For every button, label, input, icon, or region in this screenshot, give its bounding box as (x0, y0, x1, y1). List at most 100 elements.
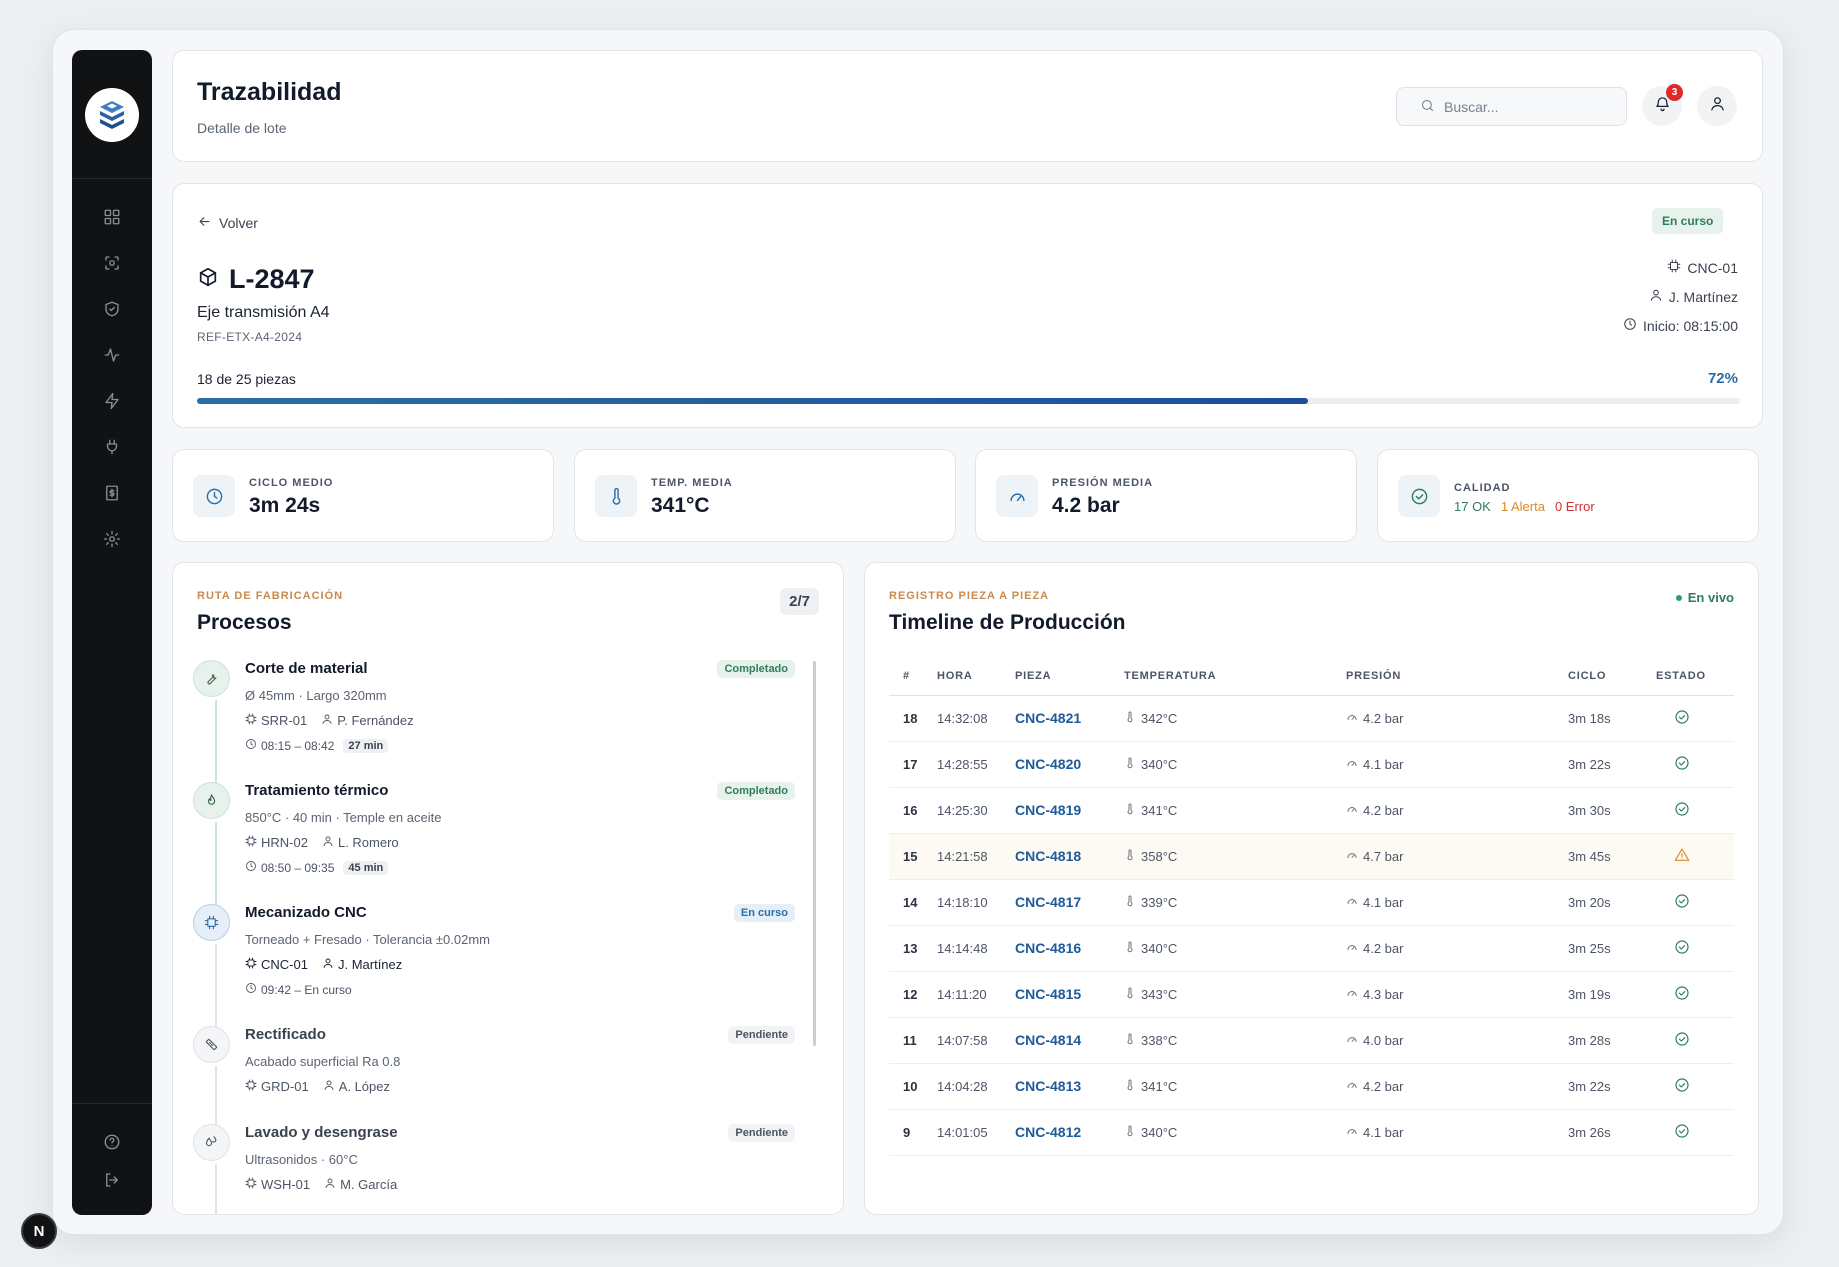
gear-icon[interactable] (98, 525, 126, 553)
process-name: Lavado y desengrase (245, 1124, 398, 1141)
table-row[interactable]: 11 14:07:58 CNC-4814 338°C 4.0 bar 3m 28s (889, 1017, 1734, 1064)
quality-summary: 17 OK 1 Alerta 0 Error (1454, 499, 1595, 514)
row-number: 10 (889, 1063, 937, 1110)
process-connector (215, 944, 217, 1032)
row-piece-link[interactable]: CNC-4821 (1015, 695, 1124, 742)
table-row[interactable]: 17 14:28:55 CNC-4820 340°C 4.1 bar 3m 22s (889, 741, 1734, 788)
column-header: CICLO (1568, 657, 1656, 696)
process-item[interactable]: Rectificado Pendiente Acabado superficia… (193, 1026, 819, 1116)
progress-percent: 72% (1707, 370, 1738, 387)
check-circle-icon (1674, 893, 1690, 912)
row-time: 14:01:05 (937, 1109, 1015, 1156)
process-item[interactable]: Mecanizado CNC En curso Torneado + Fresa… (193, 904, 819, 1014)
check-circle-icon (1674, 985, 1690, 1004)
process-machine: WSH-01 (261, 1177, 311, 1192)
user-icon (1649, 288, 1663, 305)
live-dot (1675, 594, 1682, 601)
process-meta: HRN-02 L. Romero (245, 835, 399, 850)
row-piece-link[interactable]: CNC-4818 (1015, 833, 1124, 880)
timeline-table: # HORA PIEZA TEMPERATURA PRESIÓN CICLO E… (889, 657, 1734, 1156)
table-row[interactable]: 12 14:11:20 CNC-4815 343°C 4.3 bar 3m 19s (889, 971, 1734, 1018)
process-operator: M. García (340, 1177, 398, 1192)
row-temperature: 358°C (1141, 848, 1178, 864)
batch-operator: J. Martínez (1649, 288, 1738, 305)
table-row[interactable]: 13 14:14:48 CNC-4816 340°C 4.2 bar 3m 25s (889, 925, 1734, 972)
row-time: 14:32:08 (937, 695, 1015, 742)
user-icon (324, 1177, 336, 1192)
table-row[interactable]: 18 14:32:08 CNC-4821 342°C 4.2 bar 3m 18s (889, 695, 1734, 742)
row-temperature: 342°C (1141, 710, 1178, 726)
table-row[interactable]: 15 14:21:58 CNC-4818 358°C 4.7 bar 3m 45s (889, 833, 1734, 880)
user-icon (321, 713, 333, 728)
receipt-icon[interactable] (98, 479, 126, 507)
process-operator: P. Fernández (337, 713, 414, 728)
process-machine: CNC-01 (261, 957, 308, 972)
logout-icon[interactable] (98, 1166, 126, 1194)
box-icon (197, 266, 219, 293)
progress-fill (197, 398, 1308, 404)
batch-operator-label: J. Martínez (1668, 288, 1738, 305)
process-status-badge: Completado (717, 782, 795, 800)
stat-label: TEMP. MEDIA (651, 477, 733, 489)
process-description: Ultrasonidos · 60°C (245, 1152, 358, 1167)
check-circle-icon (1674, 755, 1690, 774)
row-piece-link[interactable]: CNC-4812 (1015, 1109, 1124, 1156)
row-piece-link[interactable]: CNC-4815 (1015, 971, 1124, 1018)
dev-badge-n-icon[interactable]: N (21, 1213, 57, 1249)
process-connector (215, 1164, 217, 1214)
gauge-icon (1346, 1079, 1358, 1094)
row-piece-link[interactable]: CNC-4817 (1015, 879, 1124, 926)
progress-text: 18 de 25 piezas (197, 371, 296, 387)
user-profile-button[interactable] (1697, 86, 1737, 126)
row-piece-link[interactable]: CNC-4820 (1015, 741, 1124, 788)
batch-start: Inicio: 08:15:00 (1623, 317, 1738, 334)
row-number: 9 (889, 1109, 937, 1156)
process-item[interactable]: Corte de material Completado Ø 45mm · La… (193, 660, 819, 770)
process-description: 850°C · 40 min · Temple en aceite (245, 810, 442, 825)
row-piece-link[interactable]: CNC-4814 (1015, 1017, 1124, 1064)
live-indicator: En vivo (1675, 590, 1734, 605)
process-description: Acabado superficial Ra 0.8 (245, 1054, 401, 1069)
process-name: Mecanizado CNC (245, 904, 367, 921)
table-row[interactable]: 10 14:04:28 CNC-4813 341°C 4.2 bar 3m 22s (889, 1063, 1734, 1110)
activity-icon[interactable] (98, 341, 126, 369)
batch-machine-label: CNC-01 (1687, 259, 1738, 276)
search-input[interactable]: Buscar... (1396, 87, 1627, 126)
dashboard-icon[interactable] (98, 203, 126, 231)
thermometer-icon (1124, 1125, 1136, 1140)
help-icon[interactable] (98, 1128, 126, 1156)
column-header: PIEZA (1015, 657, 1124, 696)
table-row[interactable]: 9 14:01:05 CNC-4812 340°C 4.1 bar 3m 26s (889, 1109, 1734, 1156)
table-row[interactable]: 14 14:18:10 CNC-4817 339°C 4.1 bar 3m 20s (889, 879, 1734, 926)
check-circle-icon (1398, 475, 1440, 517)
process-item[interactable]: Tratamiento térmico Completado 850°C · 4… (193, 782, 819, 892)
batch-reference: REF-ETX-A4-2024 (197, 330, 303, 344)
process-time: 08:50 – 09:35 45 min (245, 860, 389, 875)
row-cycle: 3m 22s (1568, 741, 1656, 788)
bolt-icon[interactable] (98, 387, 126, 415)
clock-icon (245, 982, 257, 997)
batch-detail-card: Volver En curso L-2847 Eje transmisión A… (172, 183, 1763, 428)
warning-icon (1674, 847, 1690, 866)
shield-icon[interactable] (98, 295, 126, 323)
plug-icon[interactable] (98, 433, 126, 461)
row-piece-link[interactable]: CNC-4819 (1015, 787, 1124, 834)
gauge-icon (996, 475, 1038, 517)
table-row[interactable]: 16 14:25:30 CNC-4819 341°C 4.2 bar 3m 30s (889, 787, 1734, 834)
scan-icon[interactable] (98, 249, 126, 277)
timeline-title: Timeline de Producción (889, 611, 1126, 634)
row-piece-link[interactable]: CNC-4813 (1015, 1063, 1124, 1110)
back-link[interactable]: Volver (197, 214, 258, 232)
batch-status-badge: En curso (1652, 208, 1724, 234)
scrollbar[interactable] (813, 661, 816, 1046)
process-item[interactable]: Lavado y desengrase Pendiente Ultrasonid… (193, 1124, 819, 1214)
row-piece-link[interactable]: CNC-4816 (1015, 925, 1124, 972)
row-number: 16 (889, 787, 937, 834)
row-number: 11 (889, 1017, 937, 1064)
sidebar-divider (72, 1103, 152, 1104)
logo[interactable] (85, 88, 139, 142)
batch-product: Eje transmisión A4 (197, 304, 330, 321)
page-title: Trazabilidad (197, 78, 342, 106)
notification-count-badge: 3 (1666, 84, 1683, 101)
process-name: Corte de material (245, 660, 368, 677)
